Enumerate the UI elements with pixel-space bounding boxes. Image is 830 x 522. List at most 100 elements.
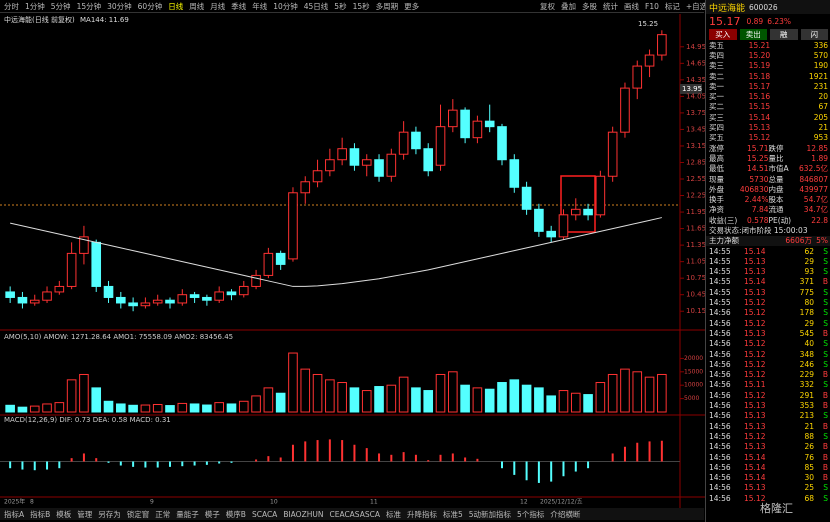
trade-row: 14:56 15.12 229 B [706,370,830,380]
trade-volume: 29 [804,256,814,266]
candle-body [570,208,581,216]
candle-body [177,294,188,304]
tab[interactable]: CEACASASCA [329,509,380,519]
trade-volume: 229 [799,370,814,380]
toolbar-item[interactable]: 分时 [4,1,19,11]
toolbar-item[interactable]: 更多 [404,1,420,11]
trade-volume: 26 [804,442,814,452]
trade-price: 15.12 [744,370,766,380]
tab[interactable]: 指标B [30,509,51,519]
trade-row: 14:56 15.12 291 B [706,390,830,400]
candle-body [632,65,643,89]
tab[interactable]: 模板 [56,509,72,519]
candle-body [595,175,606,216]
stat-label: 流通 [768,205,784,215]
volume-bar [337,382,347,413]
trade-side: B [822,390,828,400]
tab[interactable]: 5个指标 [517,509,545,519]
tab[interactable]: 指标A [4,509,25,519]
button[interactable]: 买入 [709,28,737,40]
toolbar-item[interactable]: 多股 [582,1,597,11]
toolbar-item[interactable]: +自选 [685,1,708,11]
stat-value: 7.84 [751,205,769,215]
tab[interactable]: 标准 [385,509,401,519]
toolbar-item[interactable]: 15分钟 [76,1,102,11]
candle-body [337,148,347,161]
volume-bar [66,379,77,413]
y-tick-label: 11.35 [686,241,705,249]
toolbar-item[interactable]: 日线 [168,1,184,11]
stat-value: 14.51 [747,164,769,174]
tab[interactable]: 模子 [204,509,220,519]
chart-title: 中远海能(日线 前复权) [4,15,75,24]
toolbar-item[interactable]: 月线 [210,1,226,11]
stat-label: 股本 [768,195,784,205]
stat-row: 最低 14.51 市值A 632.5亿 [706,164,830,174]
toolbar-item[interactable]: 画线 [624,1,639,11]
tab[interactable]: 锁定窗 [126,509,150,519]
flow-pct: 5% [816,236,828,246]
stat-value: 632.5亿 [799,164,828,174]
tab[interactable]: 管理 [77,509,93,519]
trade-row: 14:56 15.12 348 S [706,349,830,359]
toolbar-item[interactable]: 15秒 [352,1,370,11]
stat-label: 涨停 [709,143,724,153]
toolbar-item[interactable]: 1分钟 [25,1,45,11]
order-volume: 570 [813,50,829,60]
toolbar-item[interactable]: 标记 [664,1,680,11]
tab[interactable]: 5动新加指标 [468,509,512,519]
trade-time: 14:56 [709,483,731,493]
toolbar-item[interactable]: 10分钟 [273,1,298,11]
stat-label: 跌停 [768,143,784,153]
toolbar-item[interactable]: 年线 [252,1,268,11]
candle-body [349,148,360,166]
volume-bar [5,404,15,413]
trade-volume: 291 [799,390,814,400]
toolbar-item[interactable]: 45日线 [303,1,329,11]
volume-bar [460,384,470,413]
toolbar-item[interactable]: 季线 [231,1,247,11]
volume-bar [570,392,581,413]
toolbar-item[interactable]: 多周期 [375,1,399,11]
tab[interactable]: 模序B [225,509,246,519]
toolbar-item[interactable]: 叠加 [561,1,576,11]
toolbar-item[interactable]: 周线 [189,1,205,11]
status: 交易状态:闭市阶段 15:00:03 [709,226,808,235]
toolbar-item[interactable]: 复权 [540,1,555,11]
volume-bar [546,395,556,413]
order-row: 卖四 15.20 570 [706,50,830,60]
candle-body [29,299,40,304]
trade-side: B [822,370,828,380]
button[interactable]: 闪 [800,28,828,40]
tab[interactable]: 量能子 [176,509,199,519]
stat-label: 净资 [709,205,724,215]
order-price: 15.21 [748,40,771,50]
tab[interactable]: 介绍横断 [550,509,581,519]
order-level: 卖五 [709,40,724,50]
tab[interactable]: 标准5 [442,509,463,519]
trade-volume: 332 [799,380,814,390]
tab[interactable]: BIAOZHUN [283,509,324,519]
volume-bar [54,402,65,413]
tab[interactable]: 升降指标 [406,509,437,519]
v-tick-label: 5000 [684,395,699,402]
toolbar-item[interactable]: 统计 [603,1,618,11]
toolbar-item[interactable]: 60分钟 [137,1,163,11]
tab[interactable]: 正常 [155,509,171,519]
toolbar-item[interactable]: 5秒 [334,1,347,11]
trade-row: 14:56 15.12 40 S [706,339,830,349]
toolbar-item[interactable]: F10 [645,1,659,11]
trade-row: 14:56 15.13 213 S [706,411,830,421]
button[interactable]: 卖出 [739,28,767,40]
trade-volume: 76 [804,452,814,462]
tab[interactable]: 另存为 [98,509,121,519]
trade-volume: 775 [799,287,814,297]
toolbar-item[interactable]: 30分钟 [107,1,132,11]
trade-time: 14:55 [709,267,731,277]
tab[interactable]: SCACA [251,509,278,519]
stat-value: 15.71 [747,143,769,153]
toolbar-item[interactable]: 5分钟 [50,1,71,11]
trade-price: 15.12 [744,431,766,441]
button[interactable]: 融 [770,28,798,40]
ma-label: MA144: 11.69 [80,16,129,24]
